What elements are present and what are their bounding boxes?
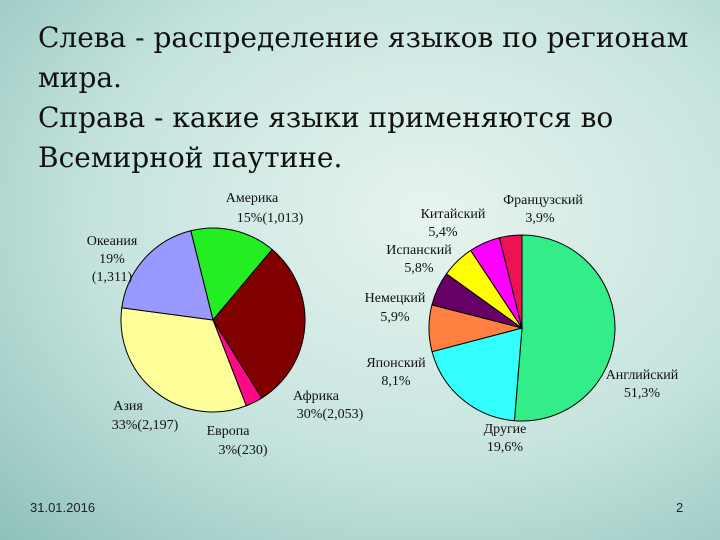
category-label: Немецкий bbox=[365, 291, 426, 306]
slice-label: (1,311) bbox=[92, 270, 133, 285]
count-label: (2,053) bbox=[322, 407, 363, 422]
slice-label: Немецкий bbox=[365, 291, 426, 306]
category-label: Французский bbox=[503, 193, 583, 208]
pie-slice bbox=[498, 234, 523, 329]
category-label: Америка bbox=[226, 191, 279, 206]
slice-label: 8,1% bbox=[381, 374, 411, 389]
date: 31.01.2016 bbox=[30, 500, 96, 515]
pie-slice bbox=[513, 234, 616, 422]
value-label: 19% bbox=[99, 252, 125, 267]
category-label: Океания bbox=[87, 234, 138, 249]
pie-slice bbox=[212, 248, 306, 399]
title-line: Справа - какие языки применяются во bbox=[38, 101, 614, 134]
slice-label: 3%(230) bbox=[219, 443, 268, 458]
slice-label: 5,4% bbox=[428, 225, 458, 240]
slice-label: Английский bbox=[606, 368, 679, 383]
slide-title: Слева - распределение языков по регионам… bbox=[38, 18, 688, 178]
category-label: Европа bbox=[207, 424, 251, 439]
value-label: 15% bbox=[237, 211, 263, 226]
count-label: (230) bbox=[237, 443, 268, 458]
slice-label: Америка bbox=[226, 191, 279, 206]
page-number: 2 bbox=[676, 500, 684, 515]
category-label: Африка bbox=[293, 389, 340, 404]
value-label: 5,8% bbox=[404, 261, 434, 276]
slice-label: 19,6% bbox=[487, 440, 524, 455]
value-label: 33% bbox=[112, 418, 138, 433]
pie-slice bbox=[121, 230, 214, 321]
slice-label: Испанский bbox=[386, 243, 452, 258]
value-label: 19,6% bbox=[487, 440, 524, 455]
count-label: (2,197) bbox=[137, 418, 178, 433]
category-label: Другие bbox=[484, 422, 527, 437]
category-label: Азия bbox=[113, 399, 143, 414]
pie-slice bbox=[431, 327, 523, 422]
slice-label: Океания bbox=[87, 234, 138, 249]
slice-label: Азия bbox=[113, 399, 143, 414]
category-label: Китайский bbox=[421, 207, 486, 222]
slice-label: 5,8% bbox=[404, 261, 434, 276]
value-label: 5,9% bbox=[380, 310, 410, 325]
title-line: мира. bbox=[38, 61, 122, 94]
slice-label: Японский bbox=[366, 356, 426, 371]
slice-label: 51,3% bbox=[624, 386, 661, 401]
slice-label: Европа bbox=[207, 424, 251, 439]
category-label: Английский bbox=[606, 368, 679, 383]
category-label: Японский bbox=[366, 356, 426, 371]
pie-slice bbox=[120, 307, 247, 413]
slice-label: 19% bbox=[99, 252, 125, 267]
count-label: (1,013) bbox=[262, 211, 303, 226]
pie-slice bbox=[190, 227, 273, 322]
slice-label: 30%(2,053) bbox=[297, 407, 364, 422]
slice-label: 33%(2,197) bbox=[112, 418, 179, 433]
count-label: (1,311) bbox=[92, 270, 133, 285]
slice-label: 5,9% bbox=[380, 310, 410, 325]
slice-label: Французский bbox=[503, 193, 583, 208]
title-line: Всемирной паутине. bbox=[38, 141, 343, 174]
value-label: 3% bbox=[219, 443, 238, 458]
slice-label: Китайский bbox=[421, 207, 486, 222]
value-label: 30% bbox=[297, 407, 323, 422]
value-label: 5,4% bbox=[428, 225, 458, 240]
title-line: Слева - распределение языков по регионам bbox=[38, 21, 689, 54]
slice-label: Другие bbox=[484, 422, 527, 437]
slice-label: 3,9% bbox=[525, 211, 555, 226]
category-label: Испанский bbox=[386, 243, 452, 258]
value-label: 51,3% bbox=[624, 386, 661, 401]
value-label: 3,9% bbox=[525, 211, 555, 226]
value-label: 8,1% bbox=[381, 374, 411, 389]
slice-label: 15%(1,013) bbox=[237, 211, 304, 226]
slice-label: Африка bbox=[293, 389, 340, 404]
